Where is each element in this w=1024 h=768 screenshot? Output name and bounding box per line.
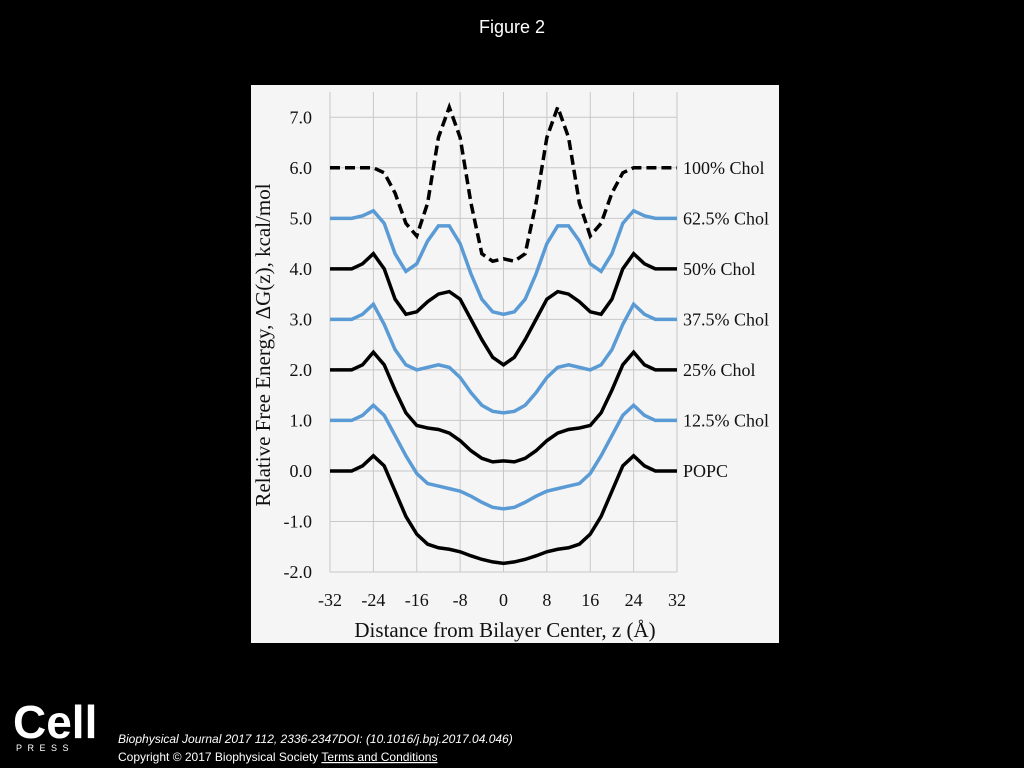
x-tick-label: 24 bbox=[625, 590, 643, 610]
series-line bbox=[330, 101, 677, 264]
x-tick-label: 32 bbox=[668, 590, 686, 610]
series-line bbox=[330, 251, 677, 367]
copyright-text: Copyright © 2017 Biophysical Society bbox=[118, 750, 318, 764]
y-tick-label: 2.0 bbox=[290, 360, 313, 380]
series-line bbox=[330, 402, 677, 511]
y-tick-label: 5.0 bbox=[290, 208, 313, 228]
y-tick-label: 1.0 bbox=[290, 410, 313, 430]
series-label: 37.5% Chol bbox=[683, 309, 769, 329]
series-label: 62.5% Chol bbox=[683, 208, 769, 228]
terms-link[interactable]: Terms and Conditions bbox=[321, 750, 437, 764]
slide-title: Figure 2 bbox=[479, 17, 545, 37]
y-axis-label: Relative Free Energy, ΔG(z), kcal/mol bbox=[251, 183, 275, 506]
series-line bbox=[330, 208, 677, 317]
x-tick-label: -24 bbox=[361, 590, 385, 610]
y-tick-label: -1.0 bbox=[284, 511, 313, 531]
series-label: 12.5% Chol bbox=[683, 410, 769, 430]
x-tick-label: 0 bbox=[499, 590, 508, 610]
logo-sub: PRESS bbox=[16, 743, 74, 753]
x-tick-label: 16 bbox=[581, 590, 599, 610]
x-tick-label: 8 bbox=[542, 590, 551, 610]
copyright: Copyright © 2017 Biophysical Society Ter… bbox=[118, 750, 437, 764]
y-tick-label: 3.0 bbox=[290, 309, 313, 329]
series-label: POPC bbox=[683, 461, 728, 481]
y-tick-label: 4.0 bbox=[290, 259, 313, 279]
series-label: 50% Chol bbox=[683, 259, 756, 279]
y-tick-label: 0.0 bbox=[290, 461, 313, 481]
series-label: 100% Chol bbox=[683, 158, 765, 178]
series-line bbox=[330, 301, 677, 415]
y-tick-label: -2.0 bbox=[284, 562, 313, 582]
logo: Cell bbox=[13, 696, 97, 748]
series-line bbox=[330, 349, 677, 464]
x-tick-label: -16 bbox=[405, 590, 429, 610]
y-tick-label: 7.0 bbox=[290, 107, 313, 127]
x-axis-label: Distance from Bilayer Center, z (Å) bbox=[354, 618, 655, 642]
citation: Biophysical Journal 2017 112, 2336-2347D… bbox=[118, 732, 513, 746]
chart-panel bbox=[251, 85, 779, 643]
series-line bbox=[330, 453, 677, 566]
y-tick-label: 6.0 bbox=[290, 158, 313, 178]
x-tick-label: -32 bbox=[318, 590, 342, 610]
x-tick-label: -8 bbox=[453, 590, 468, 610]
series-label: 25% Chol bbox=[683, 360, 756, 380]
